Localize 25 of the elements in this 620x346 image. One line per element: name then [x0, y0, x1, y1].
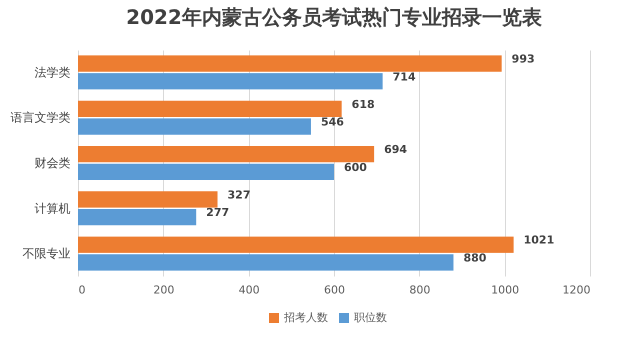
data-label: 600 — [344, 160, 368, 174]
legend-label: 招考人数 — [283, 311, 328, 324]
y-tick-label: 语言文学类 — [10, 110, 70, 125]
x-tick-label: 1200 — [562, 284, 590, 296]
data-label: 327 — [228, 188, 250, 202]
data-label: 618 — [352, 98, 375, 111]
y-tick-label: 法学类 — [34, 65, 70, 80]
data-label: 880 — [463, 251, 487, 264]
data-label: 546 — [320, 116, 344, 129]
data-label: 714 — [392, 70, 416, 84]
x-tick-label: 800 — [409, 284, 430, 296]
x-tick-label: 1000 — [491, 284, 520, 296]
x-tick-label: 600 — [324, 284, 345, 296]
x-tick-label: 0 — [78, 284, 86, 296]
data-label: 993 — [512, 52, 535, 66]
chart-title: 2022年内蒙古公务员考试热门专业招录一览表 — [126, 5, 542, 29]
y-tick-label: 财会类 — [34, 156, 70, 170]
data-label: 694 — [384, 143, 408, 156]
x-tick-label: 200 — [153, 284, 174, 296]
x-tick-label: 400 — [238, 284, 260, 296]
legend-label: 职位数 — [354, 311, 387, 324]
data-label: 277 — [206, 206, 230, 220]
y-tick-label: 计算机 — [34, 201, 70, 216]
data-label: 1021 — [524, 234, 554, 247]
y-tick-label: 不限专业 — [22, 246, 70, 261]
